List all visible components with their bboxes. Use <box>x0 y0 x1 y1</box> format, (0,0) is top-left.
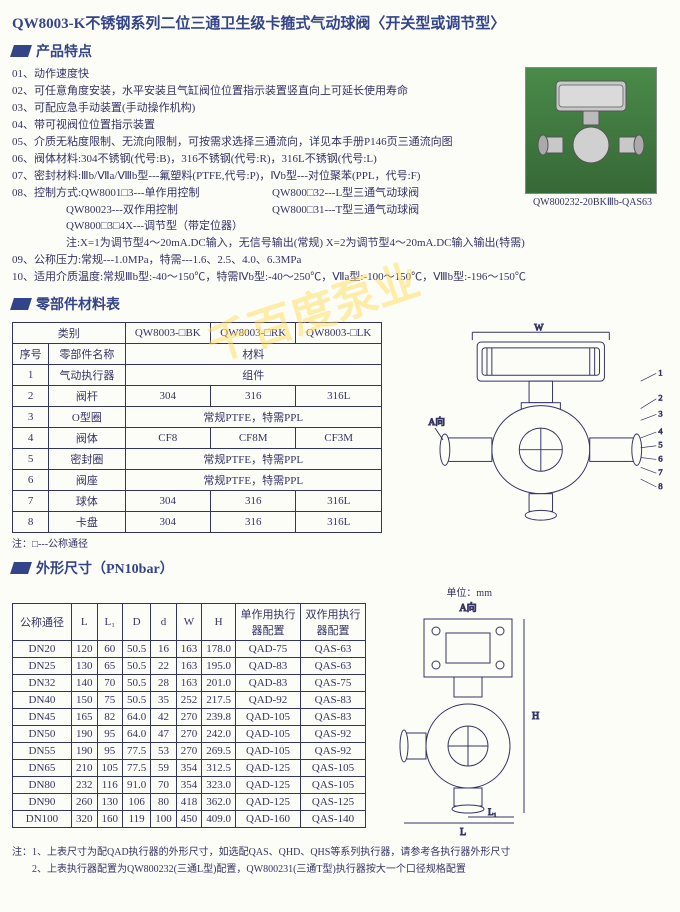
table-row: DN100320160119100450409.0QAD-160QAS-140 <box>13 811 366 828</box>
table-row: 4阀体CF8CF8MCF3M <box>13 428 382 449</box>
table-header: QW8003-□RK <box>211 323 296 344</box>
product-caption: QW800232-20BKⅢb-QAS63 <box>525 197 660 208</box>
table-header: 零部件名称 <box>49 344 125 365</box>
svg-text:5: 5 <box>658 440 663 450</box>
product-image <box>525 67 657 194</box>
svg-text:W: W <box>534 322 544 333</box>
section-features-label: 产品特点 <box>36 41 92 61</box>
table-row: DN8023211691.070354323.0QAD-125QAS-105 <box>13 777 366 794</box>
feature-item: QW800□31---T型三通气动球阀 <box>272 203 419 219</box>
table-row: DN9026013010680418362.0QAD-125QAS-125 <box>13 794 366 811</box>
table-row: 5密封圈常规PTFE，特需PPL <box>13 449 382 470</box>
table-header: 类别 <box>13 323 126 344</box>
feature-item: 10、适用介质温度:常规Ⅲb型:-40～150℃，特需Ⅳb型:-40～250℃，… <box>12 270 668 286</box>
svg-text:A向: A向 <box>459 601 476 614</box>
materials-table: 类别 QW8003-□BK QW8003-□RK QW8003-□LK 序号 零… <box>12 322 382 533</box>
dims-note: 2、上表执行器配置为QW800232(三通L型)配置，QW800231(三通T型… <box>12 860 668 875</box>
table-row: 7球体304316316L <box>13 491 382 512</box>
svg-text:3: 3 <box>658 409 663 419</box>
table-header: 材料 <box>125 344 381 365</box>
table-header: L₁ <box>97 604 123 641</box>
svg-text:6: 6 <box>658 454 663 464</box>
table-header: H <box>202 604 236 641</box>
feature-item: 08、控制方式:QW8001□3---单作用控制 <box>12 186 272 202</box>
table-header: W <box>176 604 202 641</box>
table-header: L <box>72 604 98 641</box>
feature-item: QW800□32---L型三通气动球阀 <box>272 186 419 202</box>
table-header: D <box>123 604 151 641</box>
feature-note: 注:X=1为调节型4～20mA.DC输入，无信号输出(常规) X=2为调节型4～… <box>12 236 668 252</box>
table-row: 1气动执行器组件 <box>13 365 382 386</box>
feature-item: 09、公称压力:常规---1.0MPa，特需---1.6、2.5、4.0、6.3… <box>12 253 668 269</box>
product-image-box: QW800232-20BKⅢb-QAS63 <box>525 67 660 208</box>
feature-item: QW800□3□4X---调节型（带定位器） <box>12 219 668 235</box>
table-row: DN6521010577.559354312.5QAD-125QAS-105 <box>13 760 366 777</box>
svg-text:L₁: L₁ <box>488 807 497 817</box>
table-row: 8卡盘304316316L <box>13 512 382 533</box>
dims-note: 注：1、上表尺寸为配QAD执行器的外形尺寸，如选配QAS、QHD、QHS等系列执… <box>12 843 668 858</box>
section-icon <box>10 45 32 57</box>
table-row: DN451658264.042270239.8QAD-105QAS-83 <box>13 709 366 726</box>
page-title: QW8003-K不锈钢系列二位三通卫生级卡箍式气动球阀〈开关型或调节型〉 <box>12 12 668 33</box>
section-features-header: 产品特点 <box>12 41 668 61</box>
svg-text:A向: A向 <box>428 415 445 428</box>
svg-text:2: 2 <box>658 393 662 403</box>
table-header: 单作用执行器配置 <box>236 604 301 641</box>
table-row: DN201206050.516163178.0QAD-75QAS-63 <box>13 641 366 658</box>
unit-label: 单位：mm <box>12 584 492 599</box>
svg-text:4: 4 <box>658 426 663 436</box>
dimensions-table: 公称通径LL₁DdWH单作用执行器配置双作用执行器配置 DN201206050.… <box>12 603 366 828</box>
svg-text:1: 1 <box>658 367 662 377</box>
table-header: QW8003-□LK <box>296 323 382 344</box>
materials-note: 注：□---公称通径 <box>12 535 382 550</box>
table-row: 2阀杆304316316L <box>13 386 382 407</box>
table-row: 3O型圈常规PTFE，特需PPL <box>13 407 382 428</box>
svg-text:H: H <box>532 711 539 722</box>
section-icon <box>10 562 32 574</box>
section-materials-label: 零部件材料表 <box>36 294 120 314</box>
table-row: DN551909577.553270269.5QAD-105QAS-92 <box>13 743 366 760</box>
section-dims-header: 外形尺寸（PN10bar） <box>12 558 668 578</box>
table-row: DN251306550.522163195.0QAD-83QAS-63 <box>13 658 366 675</box>
technical-diagram: W A向 1 2 3 4 5 6 7 <box>394 320 668 550</box>
feature-item: QW80023---双作用控制 <box>66 203 272 219</box>
table-header: 双作用执行器配置 <box>301 604 366 641</box>
table-row: DN401507550.535252217.5QAD-92QAS-83 <box>13 692 366 709</box>
svg-text:L: L <box>460 827 466 838</box>
table-row: 6阀座常规PTFE，特需PPL <box>13 470 382 491</box>
table-header: 序号 <box>13 344 49 365</box>
table-row: DN321407050.528163201.0QAD-83QAS-75 <box>13 675 366 692</box>
table-header: d <box>151 604 177 641</box>
table-header: QW8003-□BK <box>125 323 210 344</box>
svg-text:8: 8 <box>658 481 663 491</box>
table-row: DN501909564.047270242.0QAD-105QAS-92 <box>13 726 366 743</box>
section-icon <box>10 298 32 310</box>
svg-text:7: 7 <box>658 467 663 477</box>
section-materials-header: 零部件材料表 <box>12 294 668 314</box>
section-dims-label: 外形尺寸（PN10bar） <box>36 558 174 578</box>
table-header: 公称通径 <box>13 604 72 641</box>
side-view-diagram: A向 H L L₁ <box>384 601 564 841</box>
